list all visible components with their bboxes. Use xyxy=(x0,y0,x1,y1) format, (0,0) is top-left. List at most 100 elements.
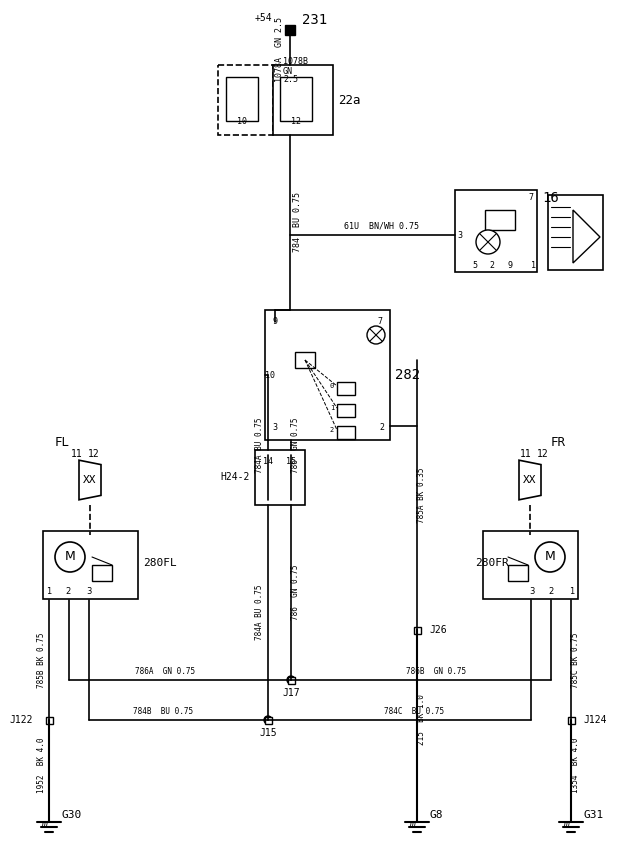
Text: G8: G8 xyxy=(429,810,442,820)
Text: 2.5: 2.5 xyxy=(283,75,298,83)
Polygon shape xyxy=(548,195,603,270)
Text: 11: 11 xyxy=(71,449,83,459)
Text: m: m xyxy=(41,819,47,829)
Polygon shape xyxy=(337,404,355,417)
Polygon shape xyxy=(42,531,137,599)
Text: 1952  BK 4.0: 1952 BK 4.0 xyxy=(36,737,46,793)
Polygon shape xyxy=(218,65,273,135)
Text: 1354  BK 4.0: 1354 BK 4.0 xyxy=(572,737,580,793)
Circle shape xyxy=(287,676,295,684)
Text: 9: 9 xyxy=(273,317,278,326)
Text: 9: 9 xyxy=(507,260,512,270)
Text: 280FL: 280FL xyxy=(143,558,177,568)
Polygon shape xyxy=(295,352,315,368)
Text: 215  BK 1.0: 215 BK 1.0 xyxy=(417,695,426,745)
Text: m: m xyxy=(563,819,569,829)
Polygon shape xyxy=(255,450,305,505)
Polygon shape xyxy=(337,426,355,439)
Text: 14: 14 xyxy=(263,458,273,466)
Text: 784A BU 0.75: 784A BU 0.75 xyxy=(255,417,265,472)
Text: 3: 3 xyxy=(273,423,278,432)
Text: 7: 7 xyxy=(529,192,534,202)
Text: 2: 2 xyxy=(549,587,554,595)
Text: 7: 7 xyxy=(378,317,383,326)
Text: M: M xyxy=(65,550,76,564)
Text: J15: J15 xyxy=(259,728,277,738)
Polygon shape xyxy=(508,565,528,581)
Text: 1078B: 1078B xyxy=(283,57,308,65)
Circle shape xyxy=(264,716,272,724)
Text: +54: +54 xyxy=(255,13,272,23)
Text: FL: FL xyxy=(54,436,69,449)
Text: 10: 10 xyxy=(265,371,275,380)
Text: XX: XX xyxy=(524,475,537,485)
Text: 5: 5 xyxy=(472,260,477,270)
Polygon shape xyxy=(567,717,575,723)
Text: 786A  GN 0.75: 786A GN 0.75 xyxy=(135,667,195,676)
Text: 280FR: 280FR xyxy=(475,558,509,568)
Circle shape xyxy=(367,326,385,344)
Text: 2: 2 xyxy=(379,423,384,432)
Polygon shape xyxy=(414,627,421,633)
Polygon shape xyxy=(79,460,101,499)
Text: 785C BK 0.75: 785C BK 0.75 xyxy=(572,633,580,688)
Text: 786  GN 0.75: 786 GN 0.75 xyxy=(291,564,301,620)
Text: 12: 12 xyxy=(537,449,549,459)
Polygon shape xyxy=(273,65,333,135)
Text: m: m xyxy=(409,819,415,829)
Text: 786B  GN 0.75: 786B GN 0.75 xyxy=(406,667,466,676)
Text: 231: 231 xyxy=(302,13,327,27)
Text: 2: 2 xyxy=(489,260,494,270)
Polygon shape xyxy=(482,531,577,599)
Polygon shape xyxy=(519,460,541,499)
Text: M: M xyxy=(545,550,555,564)
Text: 784B  BU 0.75: 784B BU 0.75 xyxy=(133,706,193,716)
Polygon shape xyxy=(226,77,258,121)
Text: 2: 2 xyxy=(66,587,71,595)
Text: 1: 1 xyxy=(46,587,51,595)
Text: 1: 1 xyxy=(330,405,334,411)
Polygon shape xyxy=(337,382,355,395)
Polygon shape xyxy=(455,190,537,272)
Text: 1: 1 xyxy=(530,260,535,270)
Text: 282: 282 xyxy=(395,368,420,382)
Polygon shape xyxy=(92,565,112,581)
Text: J17: J17 xyxy=(282,688,300,698)
Text: 1078A  GN 2.5: 1078A GN 2.5 xyxy=(276,18,285,82)
Text: G30: G30 xyxy=(61,810,81,820)
Bar xyxy=(285,25,295,35)
Text: 1: 1 xyxy=(569,587,574,595)
Text: 3: 3 xyxy=(529,587,534,595)
Text: 3: 3 xyxy=(86,587,91,595)
Text: GN: GN xyxy=(283,66,293,75)
Text: 784C  BU 0.75: 784C BU 0.75 xyxy=(384,706,444,716)
Polygon shape xyxy=(265,310,390,440)
Text: J122: J122 xyxy=(9,715,33,725)
Text: 22a: 22a xyxy=(338,93,361,107)
Text: J26: J26 xyxy=(429,625,447,635)
Text: 786  GN 0.75: 786 GN 0.75 xyxy=(291,417,301,472)
Text: 0: 0 xyxy=(330,383,334,389)
Text: J124: J124 xyxy=(583,715,607,725)
Polygon shape xyxy=(280,77,312,121)
Text: FR: FR xyxy=(550,436,565,449)
Polygon shape xyxy=(288,677,295,683)
Text: 784A BU 0.75: 784A BU 0.75 xyxy=(255,584,265,639)
Text: 12: 12 xyxy=(291,116,301,126)
Text: 785B BK 0.75: 785B BK 0.75 xyxy=(36,633,46,688)
Text: 784  BU 0.75: 784 BU 0.75 xyxy=(293,192,301,252)
Text: 15: 15 xyxy=(286,458,296,466)
Circle shape xyxy=(55,542,85,572)
Text: 61U  BN/WH 0.75: 61U BN/WH 0.75 xyxy=(344,221,419,231)
Text: 785A BK 0.35: 785A BK 0.35 xyxy=(417,467,426,522)
Text: H24-2: H24-2 xyxy=(221,472,250,482)
Circle shape xyxy=(476,230,500,254)
Text: G31: G31 xyxy=(583,810,603,820)
Text: XX: XX xyxy=(83,475,97,485)
Text: 12: 12 xyxy=(88,449,100,459)
Text: 11: 11 xyxy=(520,449,532,459)
Text: 10: 10 xyxy=(237,116,247,126)
Polygon shape xyxy=(573,210,600,263)
Text: 16: 16 xyxy=(542,191,558,205)
Polygon shape xyxy=(485,210,515,230)
